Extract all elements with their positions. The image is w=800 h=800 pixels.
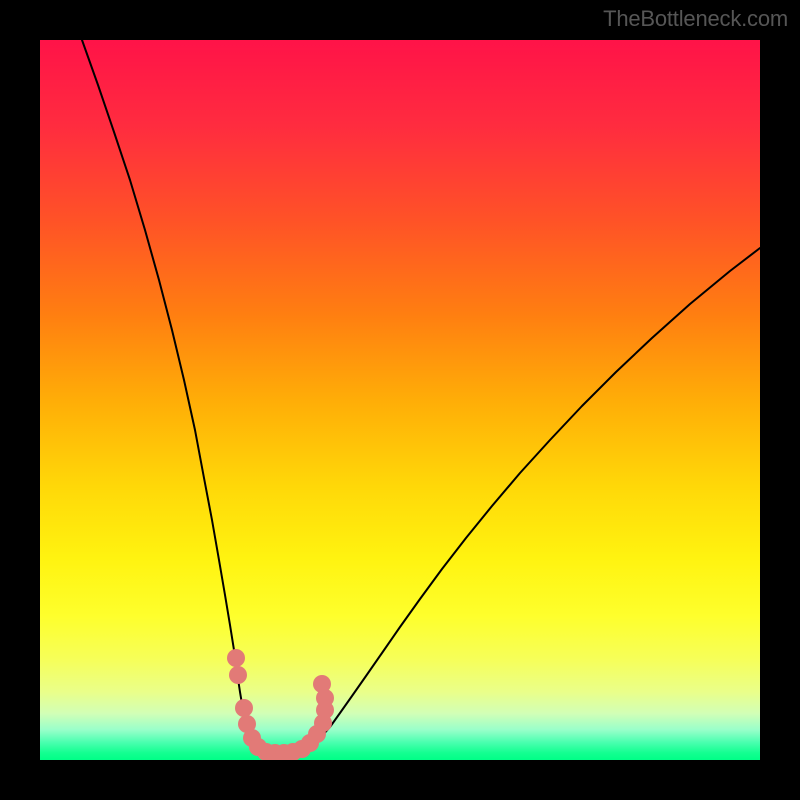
valley-bead: [235, 699, 253, 717]
valley-bead: [229, 666, 247, 684]
valley-bead: [313, 675, 331, 693]
valley-bead: [227, 649, 245, 667]
chart-canvas: TheBottleneck.com: [0, 0, 800, 800]
watermark-text: TheBottleneck.com: [603, 6, 788, 32]
valley-beads-group: [227, 649, 334, 760]
plot-area: [40, 40, 760, 760]
valley-beads-svg: [40, 40, 760, 760]
